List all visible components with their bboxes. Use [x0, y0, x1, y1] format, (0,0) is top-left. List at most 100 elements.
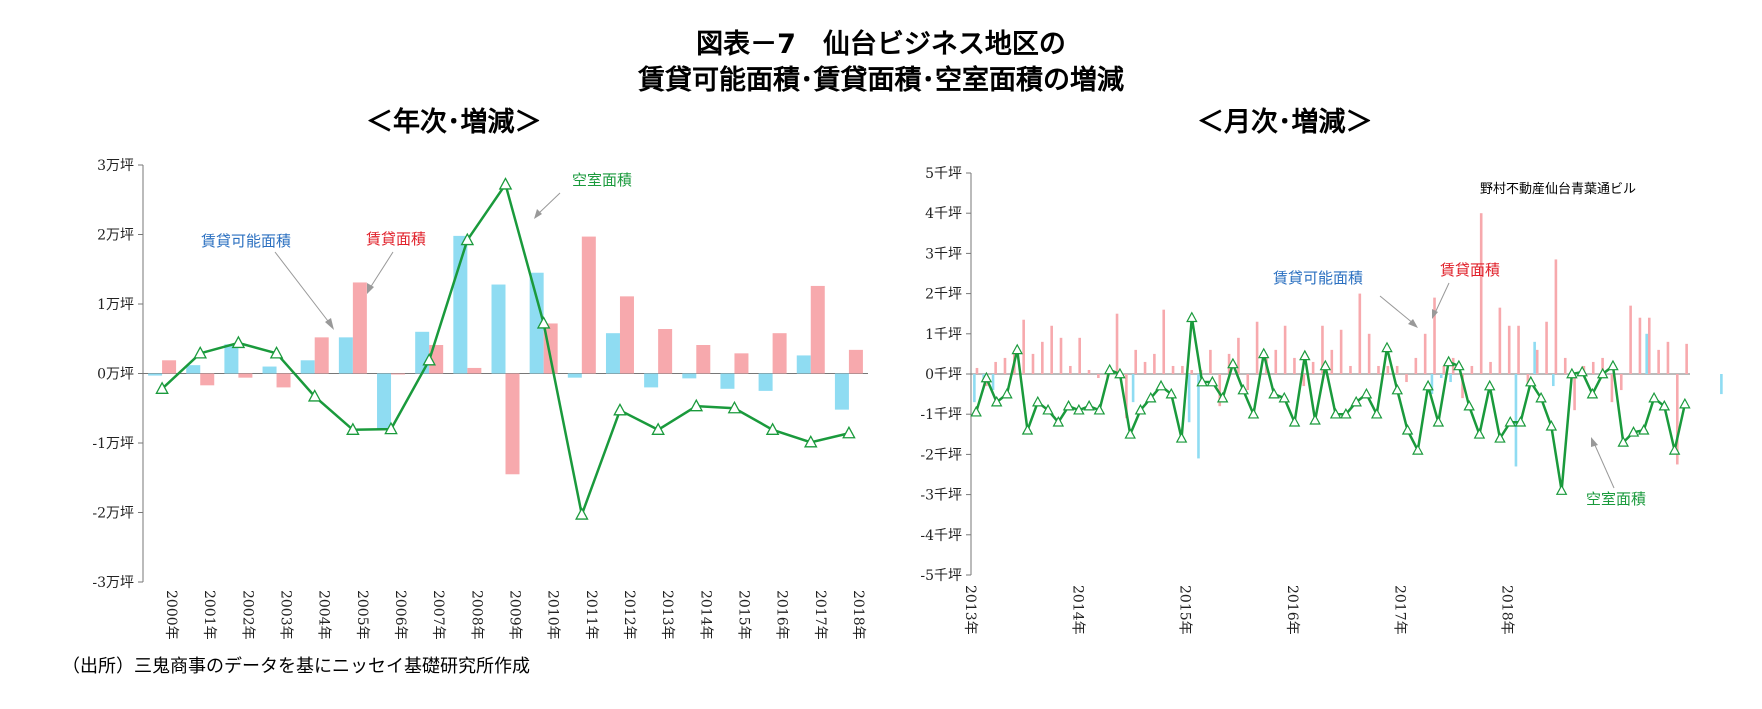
- annual-x-tick-label: 2016年: [774, 590, 790, 640]
- monthly-point-vacant: [1432, 415, 1445, 427]
- annual-point-vacant: [613, 402, 627, 416]
- monthly-point-vacant: [1514, 415, 1527, 427]
- monthly-bar-leased: [1125, 374, 1128, 419]
- monthly-bar-leased: [1461, 374, 1464, 399]
- monthly-bar-leased: [1059, 337, 1063, 374]
- annual-x-tick-label: 2018年: [850, 590, 866, 640]
- monthly-bar-leased: [1078, 337, 1081, 374]
- monthly-point-vacant: [1278, 391, 1291, 403]
- monthly-point-vacant: [1083, 399, 1095, 411]
- monthly-bar-leased: [1031, 353, 1035, 374]
- monthly-arrowhead-available: [1408, 319, 1418, 328]
- monthly-point-vacant: [1227, 357, 1239, 369]
- monthly-bar-leased: [1526, 374, 1530, 387]
- monthly-arrowhead-vacant: [1591, 437, 1598, 447]
- annual-point-vacant: [307, 389, 322, 402]
- annual-y-tick-label: 2万坪: [97, 228, 134, 244]
- monthly-bar-leased: [1545, 321, 1548, 374]
- monthly-point-vacant: [1566, 367, 1578, 379]
- monthly-point-vacant: [1134, 403, 1147, 415]
- annual-bar-available: [186, 365, 201, 374]
- annual-y-tick-label: -3万坪: [92, 575, 134, 591]
- annual-chart: 3万坪 2万坪 1万坪 0万坪 -1万坪 -2万坪 -3万坪 2000年 2001年 2002年 2…: [92, 158, 868, 640]
- monthly-y-tick-label: -5千坪: [920, 568, 962, 584]
- annual-x-tick-label: 2010年: [545, 590, 561, 640]
- annual-point-vacant: [422, 352, 436, 366]
- monthly-y-tick-label: -2千坪: [920, 447, 962, 463]
- monthly-subtitle: ＜月次･増減＞: [1197, 107, 1373, 138]
- monthly-bar-leased: [1339, 329, 1343, 374]
- annual-subtitle: ＜年次･増減＞: [366, 107, 542, 138]
- monthly-bar-leased: [1358, 293, 1362, 374]
- annual-bar-available: [300, 360, 315, 374]
- monthly-point-vacant: [1319, 359, 1332, 371]
- monthly-bar-leased: [1349, 365, 1352, 374]
- monthly-point-vacant: [1401, 424, 1414, 435]
- monthly-point-vacant: [1237, 383, 1249, 395]
- monthly-bar-leased: [1181, 365, 1184, 374]
- monthly-point-vacant: [1124, 428, 1136, 439]
- monthly-bar-leased: [1022, 319, 1025, 374]
- annual-bar-leased: [734, 353, 749, 374]
- monthly-point-vacant: [1360, 387, 1373, 399]
- monthly-point-vacant: [1042, 403, 1054, 415]
- monthly-point-vacant: [1062, 399, 1075, 411]
- annual-arrow-available: [274, 251, 332, 326]
- monthly-arrow-vacant: [1593, 442, 1615, 489]
- monthly-point-vacant: [980, 371, 993, 383]
- annual-bar-available: [224, 344, 239, 374]
- annual-x-tick-label: 2007年: [430, 590, 446, 640]
- monthly-bar-available: [1430, 374, 1434, 395]
- monthly-chart: 5千坪4千坪3千坪2千坪1千坪0千坪-1千坪-2千坪-3千坪-4千坪-5千坪20…: [920, 166, 1723, 635]
- monthly-point-vacant: [1257, 347, 1270, 359]
- annual-point-vacant: [575, 507, 589, 520]
- annual-bar-available: [453, 235, 468, 374]
- monthly-point-vacant: [1021, 424, 1034, 435]
- annual-point-vacant: [536, 316, 551, 329]
- monthly-label-leased: 賃貸面積: [1440, 261, 1500, 279]
- monthly-bar-leased: [1423, 333, 1427, 374]
- annual-x-tick-label: 2004年: [316, 590, 332, 640]
- monthly-point-vacant: [1247, 407, 1260, 419]
- monthly-point-vacant: [1165, 387, 1178, 399]
- monthly-bar-available: [1514, 374, 1518, 467]
- monthly-bar-leased: [1050, 325, 1053, 374]
- monthly-y-tick-label: -4千坪: [920, 528, 962, 544]
- monthly-bar-leased: [1367, 333, 1371, 374]
- monthly-building-note: 野村不動産仙台青葉通ビル: [1480, 181, 1636, 197]
- annual-bar-available: [720, 373, 735, 389]
- monthly-bar-leased: [1610, 374, 1614, 403]
- monthly-point-vacant: [1658, 399, 1671, 411]
- monthly-point-vacant: [1329, 407, 1342, 419]
- monthly-point-vacant: [1186, 311, 1198, 323]
- annual-y-tick-label: 0万坪: [97, 367, 134, 383]
- monthly-bar-leased: [1405, 374, 1408, 383]
- monthly-bar-leased: [1573, 374, 1576, 411]
- monthly-point-vacant: [1504, 415, 1517, 427]
- annual-bar-leased: [391, 373, 406, 375]
- monthly-y-tick-label: -3千坪: [920, 488, 962, 504]
- monthly-point-vacant: [1412, 444, 1424, 455]
- monthly-bar-leased: [975, 367, 979, 374]
- monthly-bar-leased: [1302, 374, 1306, 387]
- annual-point-vacant: [346, 422, 360, 435]
- annual-x-tick-label: 2005年: [354, 590, 370, 640]
- monthly-y-tick-label: 0千坪: [925, 367, 962, 383]
- monthly-bar-leased: [1535, 349, 1539, 374]
- monthly-point-vacant: [1268, 387, 1280, 399]
- annual-y-tick-label: 1万坪: [97, 297, 134, 313]
- monthly-bar-leased: [1601, 357, 1604, 374]
- annual-point-vacant: [460, 232, 475, 246]
- monthly-point-vacant: [1216, 391, 1229, 403]
- monthly-point-vacant: [1114, 367, 1126, 379]
- monthly-bar-leased: [1666, 341, 1670, 374]
- monthly-bar-leased: [1153, 353, 1156, 374]
- annual-point-vacant: [765, 422, 780, 435]
- monthly-label-available: 賃貸可能面積: [1273, 269, 1363, 287]
- monthly-bar-leased: [1274, 349, 1278, 374]
- monthly-point-vacant: [1299, 349, 1311, 361]
- annual-x-tick-label: 2009年: [507, 590, 523, 640]
- annual-x-tick-label: 2017年: [812, 590, 828, 640]
- monthly-bar-available: [1197, 374, 1200, 459]
- monthly-bar-leased: [1489, 361, 1492, 374]
